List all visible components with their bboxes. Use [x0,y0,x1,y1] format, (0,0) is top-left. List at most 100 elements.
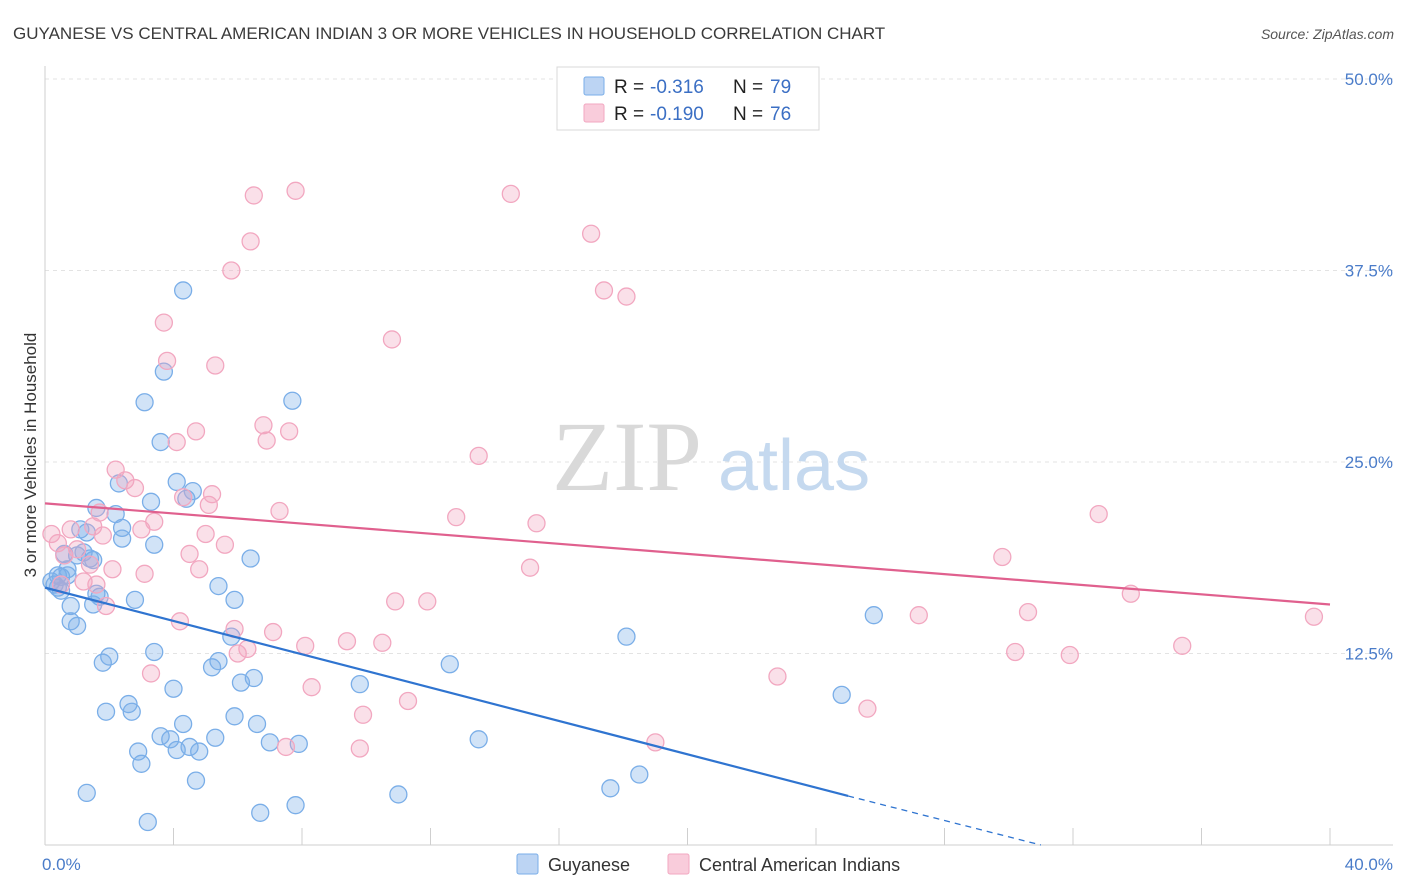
chart-source: Source: ZipAtlas.com [1261,26,1394,42]
legend-n-label-1: N = [733,104,763,125]
data-point-1-21 [154,313,174,332]
data-point-1-41 [257,431,276,450]
data-point-0-35 [145,535,164,554]
bottom-legend-label-central-american-indians: Central American Indians [699,855,900,875]
data-point-0-41 [164,679,183,698]
trend-line-0 [44,586,849,798]
data-point-1-36 [228,644,247,663]
data-point-1-42 [263,622,283,642]
data-point-0-43 [167,472,186,492]
data-point-1-28 [190,560,209,579]
data-point-1-0 [42,524,61,544]
data-point-1-52 [373,633,392,652]
data-point-1-13 [103,560,122,579]
legend-n-value-1: 76 [770,104,791,125]
data-point-1-18 [135,564,154,583]
data-point-1-40 [254,416,273,435]
data-point-1-72 [1060,645,1079,665]
data-point-0-64 [283,391,302,410]
data-point-1-34 [222,261,241,280]
data-point-1-45 [279,422,299,441]
data-point-1-43 [270,501,289,521]
series-central-american-indians-points [42,181,1324,758]
data-point-0-40 [161,730,180,749]
data-point-0-36 [145,642,164,662]
data-point-1-27 [186,422,206,441]
data-point-1-16 [125,478,145,498]
data-point-0-60 [244,668,263,688]
axes [44,66,1393,846]
data-point-1-11 [93,526,112,545]
data-point-1-73 [1089,504,1108,524]
legend-r-value-1: -0.190 [650,104,704,125]
y-tick-label-2: 37.5% [1345,262,1393,281]
bottom-legend-swatch-central-american-indians [667,853,690,875]
bottom-legend-label-guyanese: Guyanese [548,855,630,875]
data-point-0-44 [173,714,193,734]
legend-r-label-1: R = [614,104,644,125]
data-point-1-53 [382,330,402,349]
data-point-0-56 [225,590,244,610]
data-point-0-68 [389,785,408,804]
data-point-1-39 [244,186,263,205]
data-point-0-26 [112,529,132,548]
data-point-0-25 [112,518,132,538]
data-point-0-37 [151,432,170,452]
trend-line-1 [44,502,1331,606]
data-point-0-74 [832,685,851,705]
data-point-1-68 [909,606,928,625]
data-point-1-64 [617,287,636,306]
data-point-1-26 [180,544,199,564]
data-point-0-33 [138,812,157,832]
data-point-1-2 [51,575,71,594]
data-point-1-50 [350,739,369,758]
bottom-legend-swatch-guyanese [516,853,539,875]
x-tick-label-max: 40.0% [1345,855,1393,874]
stats-legend: R = -0.316 N = 79 R = -0.190 N = 76 [556,66,820,131]
data-point-1-9 [87,575,106,594]
data-point-0-54 [209,576,228,596]
data-point-1-31 [202,485,222,504]
data-point-0-32 [135,393,154,412]
data-point-0-31 [132,754,151,773]
watermark-atlas: atlas [718,426,870,506]
data-point-1-55 [398,691,418,711]
data-point-0-11 [67,616,87,636]
data-point-0-6 [58,566,77,585]
data-point-0-67 [350,674,369,694]
data-point-1-71 [1018,602,1038,622]
y-tick-label-1: 25.0% [1345,453,1393,472]
data-point-0-8 [61,596,80,616]
data-point-1-37 [238,639,257,659]
data-point-1-46 [286,181,305,200]
data-point-0-59 [241,549,260,568]
data-point-1-69 [993,547,1012,567]
data-point-0-71 [601,779,620,798]
data-point-1-76 [1304,607,1324,626]
data-point-0-29 [125,590,145,610]
data-point-0-65 [286,796,305,815]
legend-r-value-0: -0.316 [650,77,704,98]
x-tick-label-min: 0.0% [42,855,81,874]
data-point-0-62 [251,803,270,822]
series-legend: Guyanese Central American Indians [516,853,900,875]
data-point-0-48 [183,481,202,501]
y-tick-labels: 12.5% 25.0% 37.5% 50.0% [1345,70,1393,664]
data-point-0-50 [190,742,209,761]
trend-lines [44,502,1331,846]
data-point-1-5 [67,540,87,559]
chart-title: GUYANESE VS CENTRAL AMERICAN INDIAN 3 OR… [13,24,885,43]
legend-n-label-0: N = [733,77,763,98]
data-point-1-15 [116,471,135,490]
data-point-1-75 [1173,636,1192,655]
data-point-0-7 [58,560,77,579]
data-point-1-29 [196,524,215,544]
grid-lines [45,78,1393,654]
data-point-1-67 [858,699,877,718]
data-point-1-22 [157,351,177,371]
data-point-0-22 [100,647,119,666]
legend-r-label-0: R = [614,77,644,98]
legend-swatch-guyanese [583,76,605,96]
data-point-0-39 [154,362,174,381]
